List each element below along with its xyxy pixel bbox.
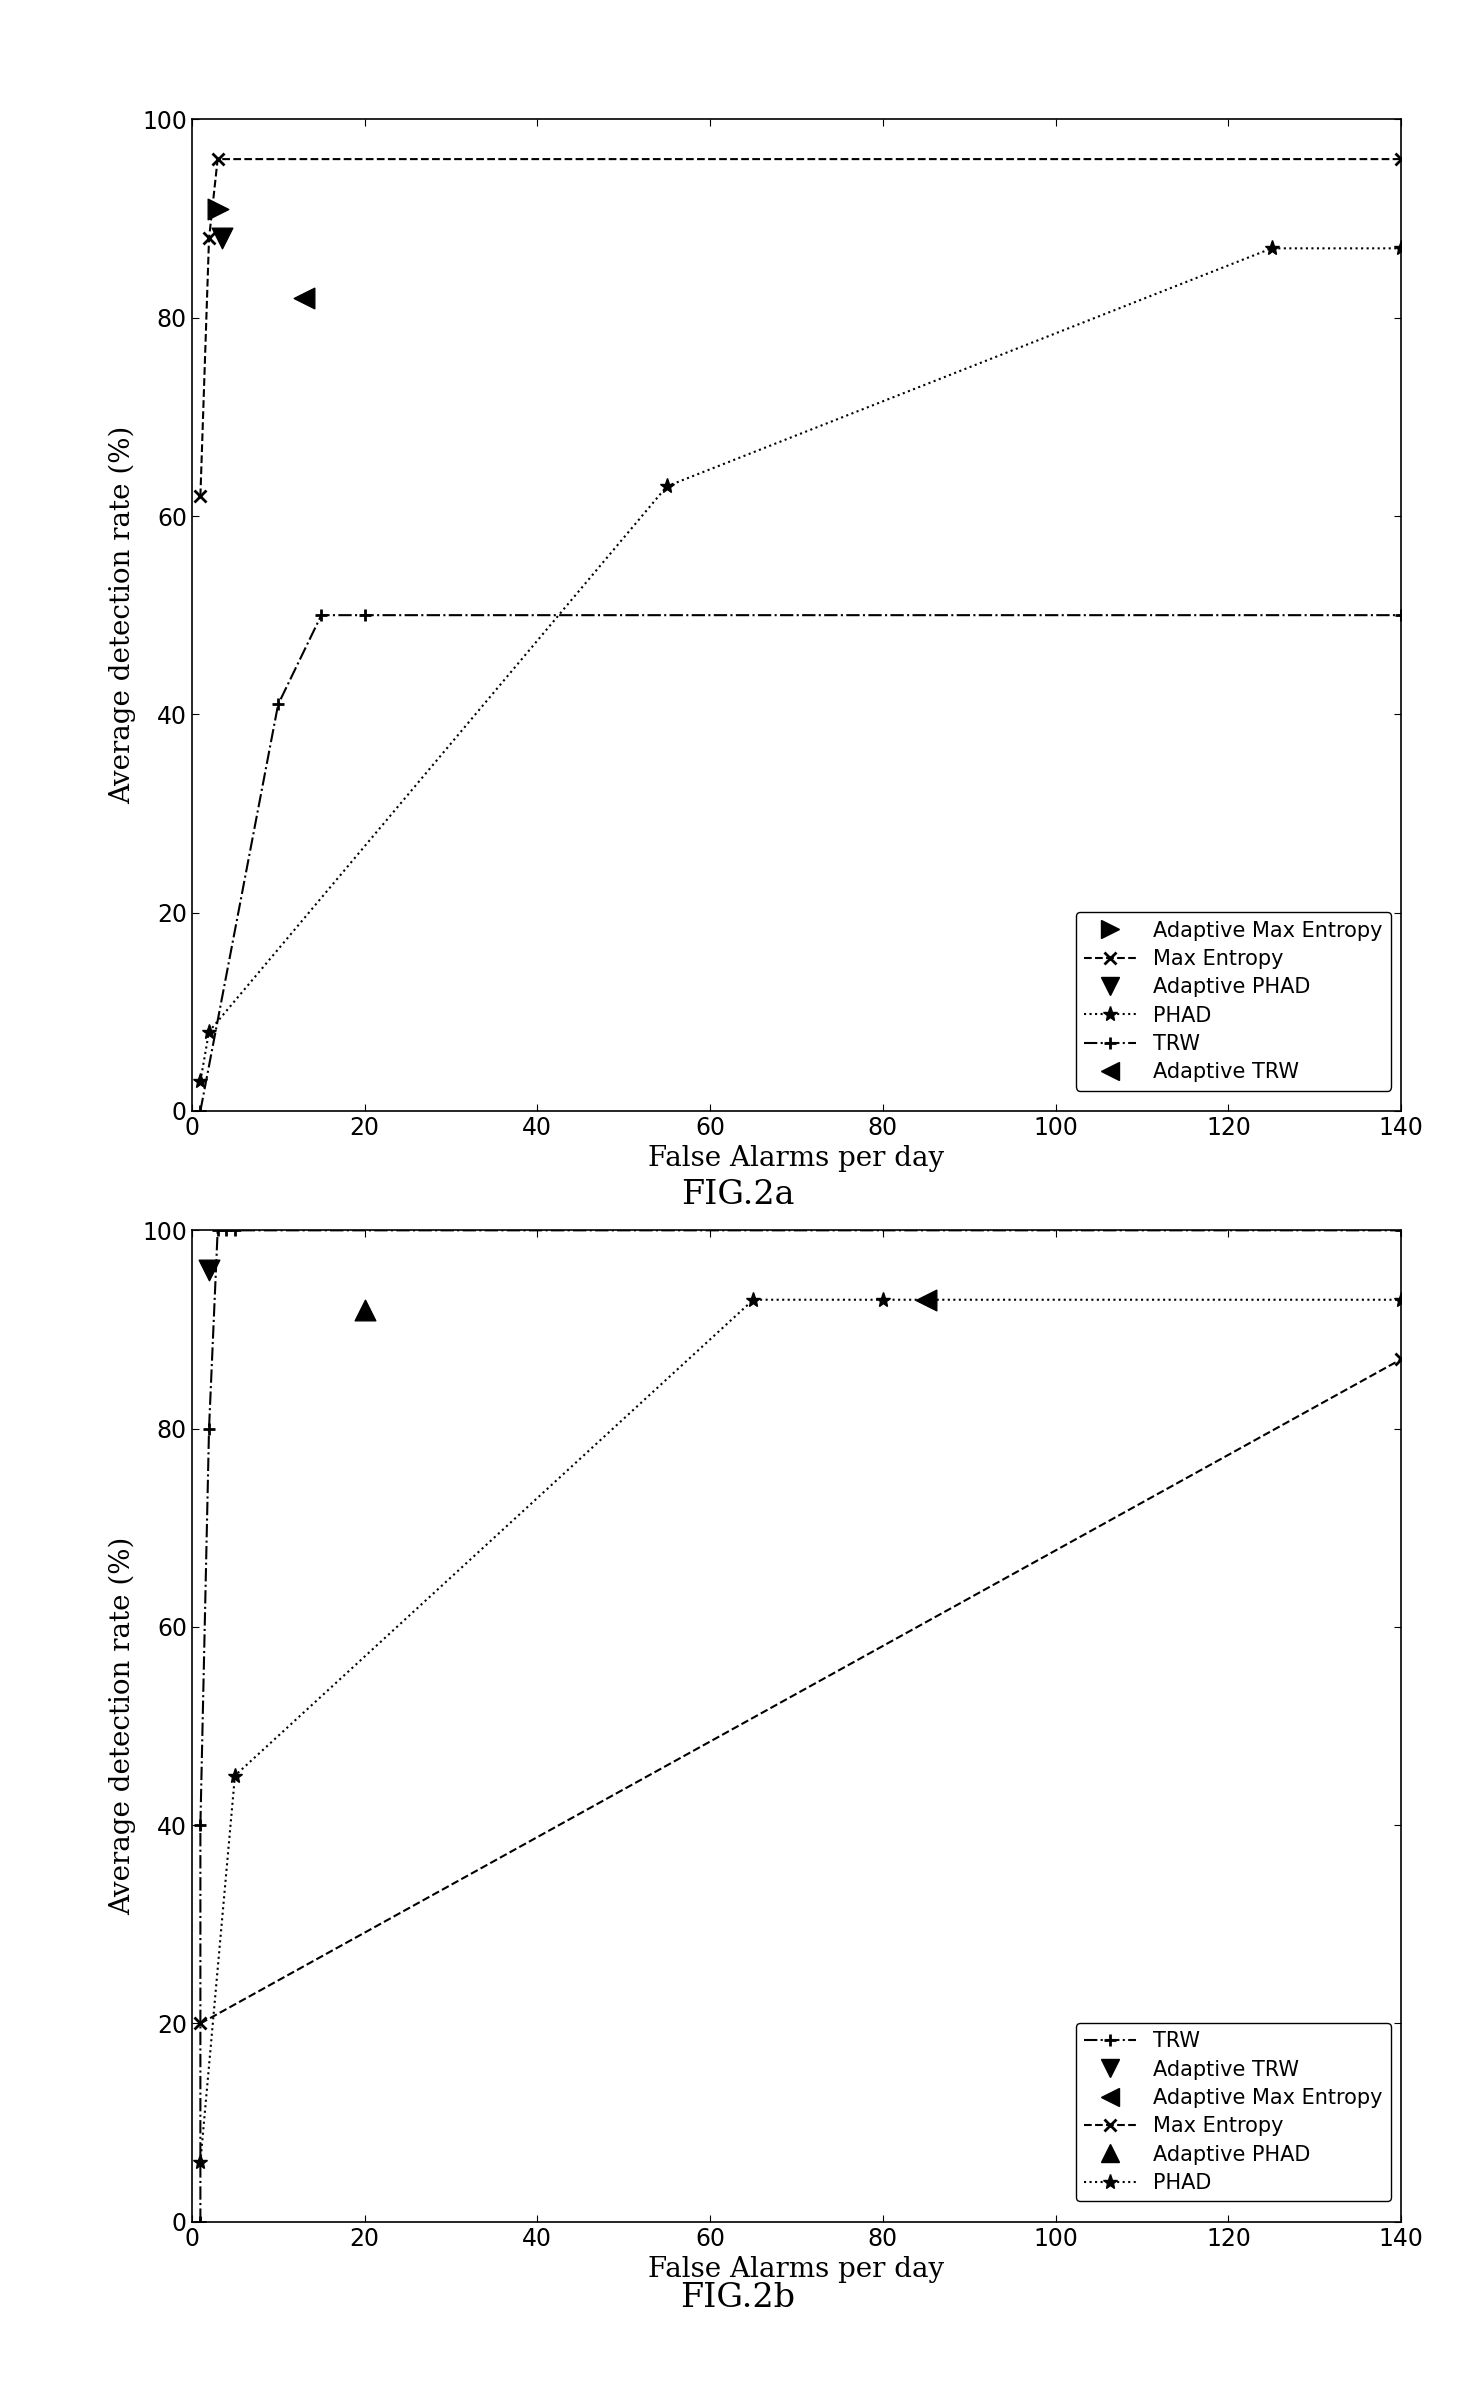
Legend: TRW, Adaptive TRW, Adaptive Max Entropy, Max Entropy, Adaptive PHAD, PHAD: TRW, Adaptive TRW, Adaptive Max Entropy,… [1075, 2023, 1391, 2200]
Point [353, 1290, 376, 1328]
Text: FIG.2a: FIG.2a [681, 1178, 794, 1211]
Y-axis label: Average detection rate (%): Average detection rate (%) [109, 425, 137, 805]
X-axis label: False Alarms per day: False Alarms per day [649, 2255, 944, 2284]
Legend: Adaptive Max Entropy, Max Entropy, Adaptive PHAD, PHAD, TRW, Adaptive TRW: Adaptive Max Entropy, Max Entropy, Adapt… [1075, 913, 1391, 1089]
Y-axis label: Average detection rate (%): Average detection rate (%) [109, 1536, 137, 1916]
Point [207, 189, 230, 227]
Point [211, 220, 235, 258]
X-axis label: False Alarms per day: False Alarms per day [649, 1144, 944, 1173]
Text: FIG.2b: FIG.2b [680, 2281, 795, 2315]
Point [292, 280, 316, 318]
Point [198, 1252, 221, 1290]
Point [914, 1281, 938, 1319]
